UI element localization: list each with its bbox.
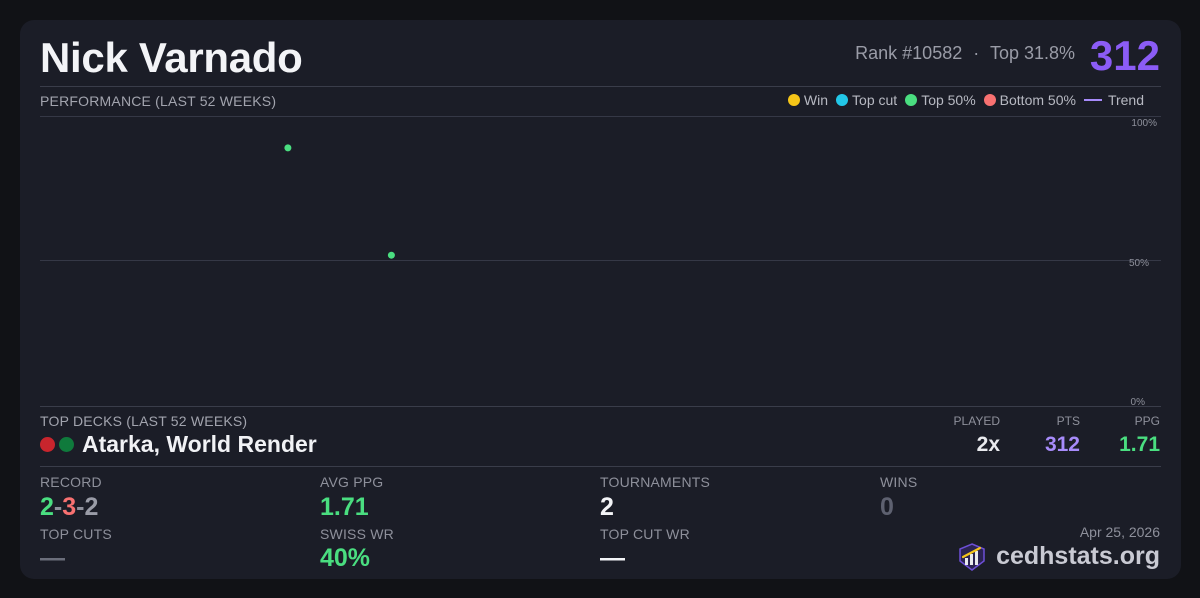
player-name: Nick Varnado [40, 34, 303, 81]
y-tick-label: 0% [1131, 397, 1146, 408]
legend-item-top-cut: Top cut [836, 92, 897, 108]
legend-item-win: Win [787, 92, 829, 108]
legend-label: Top 50% [921, 92, 976, 108]
record-value: 2-3-2 [40, 493, 98, 522]
record-draws: 2 [84, 493, 99, 521]
legend-item-bottom-50: Bottom 50% [983, 92, 1076, 108]
deck-row[interactable]: Atarka, World Render [40, 431, 317, 458]
bar-chart-logo-icon [959, 542, 985, 571]
legend-top-cut-marker [836, 94, 849, 106]
rank-text: Rank #10582 [855, 43, 963, 63]
top-cut-wr-value: — [600, 544, 625, 572]
data-point[interactable] [284, 144, 292, 152]
legend-label: Win [803, 92, 829, 108]
deck-name[interactable]: Atarka, World Render [82, 431, 317, 457]
performance-title: PERFORMANCE (LAST 52 WEEKS) [40, 93, 277, 109]
legend-trend-marker [1083, 99, 1102, 101]
brand-logo[interactable]: cedhstats.org [958, 542, 1160, 571]
y-tick-label: 100% [1131, 118, 1157, 129]
tournaments-label: TOURNAMENTS [600, 474, 711, 490]
legend-label: Bottom 50% [999, 92, 1076, 108]
legend-top-50-marker [905, 94, 918, 106]
avg-ppg-label: AVG PPG [320, 474, 384, 490]
record-label: RECORD [40, 474, 102, 490]
tournaments-value: 2 [600, 493, 614, 521]
legend-bottom-50-marker [983, 94, 996, 106]
legend-item-top-50: Top 50% [905, 92, 976, 108]
deck-pts: 312 [1044, 433, 1080, 456]
chart-divider [40, 406, 1161, 407]
legend-label: Top cut [852, 92, 898, 108]
wins-label: WINS [880, 474, 918, 490]
record-separator: - [53, 493, 63, 521]
y-tick-label: 50% [1129, 258, 1149, 269]
top-cuts-label: TOP CUTS [40, 526, 112, 542]
snapshot-date: Apr 25, 2026 [1079, 524, 1160, 540]
chart-legend: Win Top cut Top 50% Bottom 50% Trend [787, 92, 1144, 108]
legend-item-trend: Trend [1083, 92, 1144, 108]
record-losses: 3 [62, 493, 77, 521]
legend-label: Trend [1107, 92, 1144, 108]
player-score: 312 [1089, 32, 1160, 79]
data-point[interactable] [387, 251, 395, 259]
top-cut-wr-label: TOP CUT WR [600, 526, 690, 542]
red-mana-pip-icon [40, 437, 55, 452]
legend-win-marker [787, 94, 800, 106]
deck-ppg: 1.71 [1119, 433, 1160, 456]
rank-separator: · [973, 43, 980, 63]
top-decks-title: TOP DECKS (LAST 52 WEEKS) [40, 413, 248, 429]
swiss-wr-value: 40% [320, 544, 371, 572]
deck-divider [40, 466, 1161, 467]
green-mana-pip-icon [59, 437, 74, 452]
pts-header: PTS [1056, 414, 1080, 428]
player-card: Nick Varnado Rank #10582 · Top 31.8% 312… [20, 20, 1181, 579]
header-divider [40, 86, 1161, 87]
rank-summary: Rank #10582 · Top 31.8% [855, 43, 1075, 64]
brand-name[interactable]: cedhstats.org [996, 542, 1160, 570]
played-header: PLAYED [953, 414, 1000, 428]
swiss-wr-label: SWISS WR [320, 526, 394, 542]
deck-played: 2x [976, 433, 1000, 456]
performance-chart: 100% 50% 0% [40, 116, 1161, 408]
top-percent-text: Top 31.8% [989, 43, 1075, 63]
top-cuts-value: — [40, 544, 65, 572]
ppg-header: PPG [1134, 414, 1160, 428]
record-wins: 2 [40, 493, 54, 521]
wins-value: 0 [880, 493, 894, 521]
record-separator: - [76, 493, 85, 521]
avg-ppg-value: 1.71 [320, 493, 369, 521]
